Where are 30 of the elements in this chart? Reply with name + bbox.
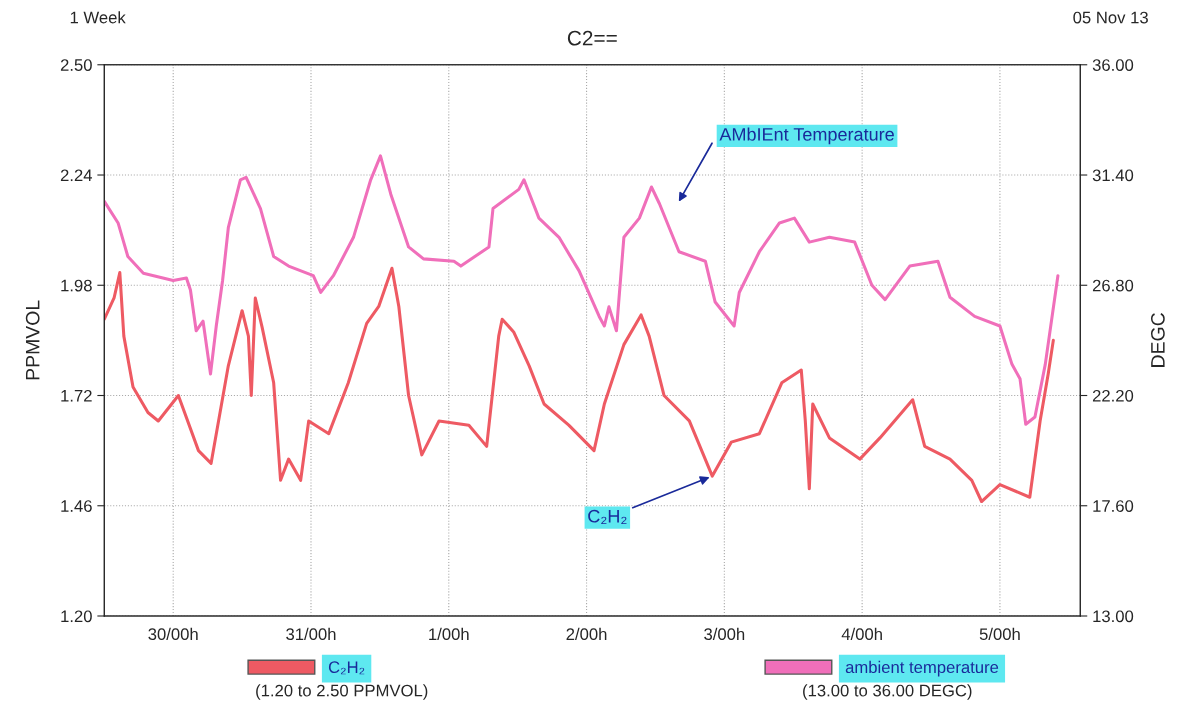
y-tick-label: 1.72 <box>61 389 92 402</box>
x-tick-label: 4/00h <box>841 627 882 641</box>
y-tick-label: 1.20 <box>61 610 92 623</box>
text: (1.20 to 2.50 PPMVOL) <box>256 684 428 700</box>
text: 05 Nov 13 <box>1073 11 1148 24</box>
y2-tick-label: 36.00 <box>1092 59 1134 71</box>
y-axis-title: PPMVOL <box>25 300 40 380</box>
y2-tick-label: 22.20 <box>1092 389 1134 402</box>
y2-tick-label: 26.80 <box>1092 279 1134 292</box>
annotation: AMbIEnt Temperature <box>719 127 894 145</box>
chart-title: C2== <box>567 30 617 46</box>
x-tick-label: 3/00h <box>704 627 745 641</box>
y-tick-label: 2.24 <box>60 169 93 182</box>
text: 1 Week <box>70 11 126 24</box>
legend-label: C₂H₂ <box>328 661 365 675</box>
x-tick-label: 2/00h <box>566 627 607 641</box>
y2-tick-label: 13.00 <box>1093 610 1134 623</box>
text: (13.00 to 36.00 DEGC) <box>803 684 972 700</box>
x-tick-label: 5/00h <box>979 627 1020 641</box>
annotation: C₂H₂ <box>588 509 627 524</box>
legend-label: ambient temperature <box>845 660 999 677</box>
y-tick-label: 2.50 <box>60 59 92 71</box>
y2-tick-label: 31.40 <box>1092 169 1134 182</box>
x-tick-label: 31/00h <box>286 627 336 641</box>
x-tick-label: 30/00h <box>148 627 198 641</box>
y-tick-label: 1.98 <box>61 279 92 292</box>
x-tick-label: 1/00h <box>429 627 469 641</box>
y2-axis-title: DEGC <box>1150 313 1165 367</box>
y2-tick-label: 17.60 <box>1093 500 1134 512</box>
y-tick-label: 1.46 <box>61 500 92 512</box>
